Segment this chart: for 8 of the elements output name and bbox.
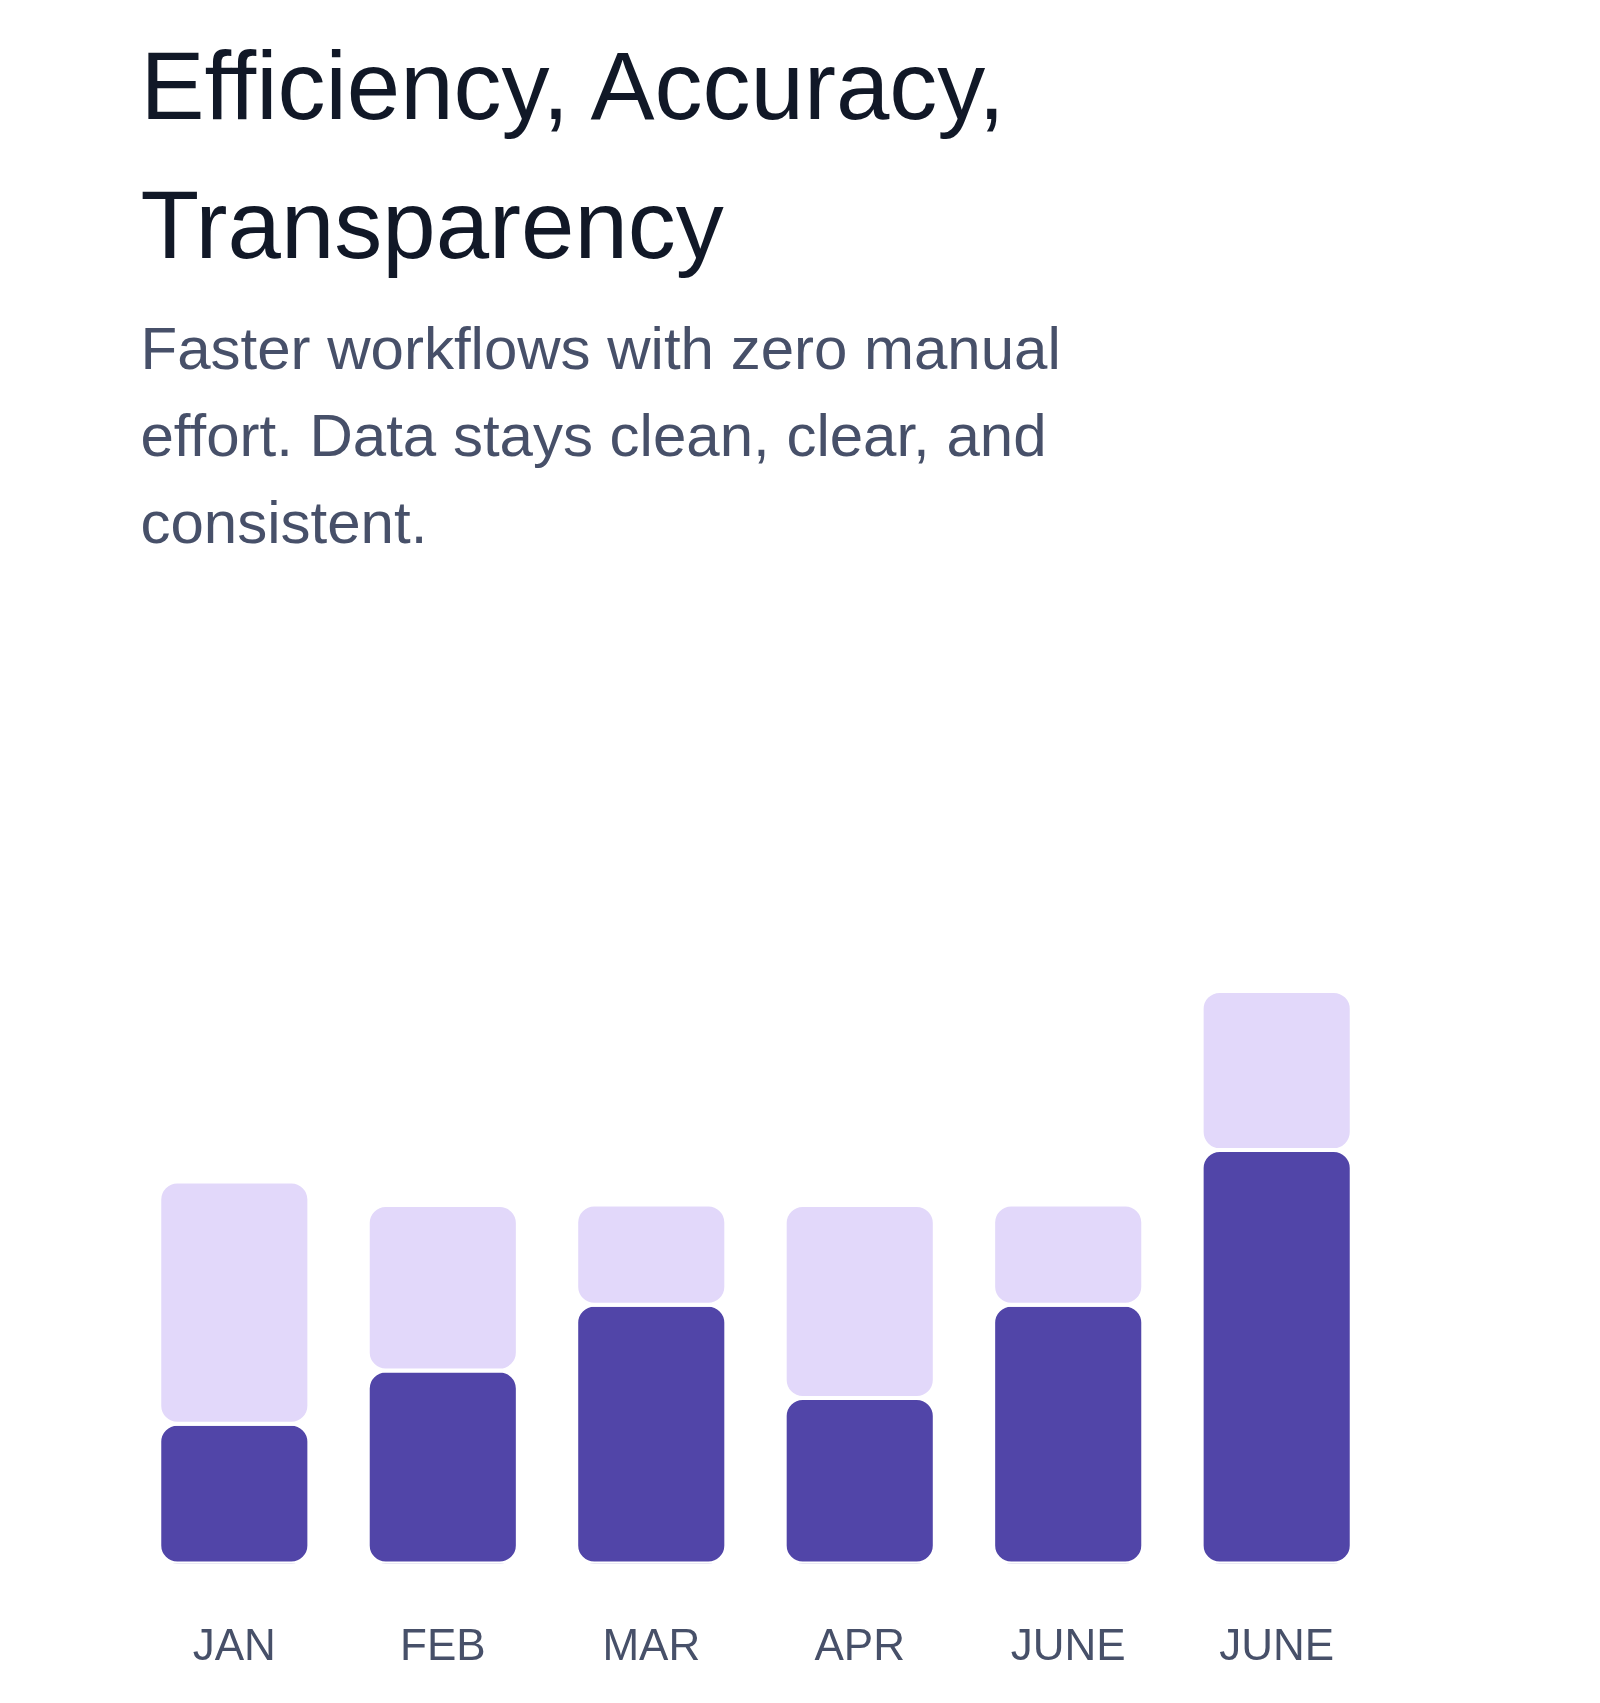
chart-title: Efficiency, Accuracy, Transparency: [140, 32, 1005, 279]
chart-subtitle: Faster workflows with zero manual effort. Data stays clean, clear, and consistent.: [140, 315, 1061, 557]
x-tick-label: JUNE: [1010, 1619, 1126, 1669]
x-tick-label: MAR: [602, 1619, 701, 1669]
x-tick-label: FEB: [400, 1619, 486, 1669]
x-tick-label: JAN: [192, 1619, 276, 1669]
x-tick-label: JUNE: [1219, 1619, 1335, 1669]
x-tick-label: APR: [814, 1619, 905, 1669]
